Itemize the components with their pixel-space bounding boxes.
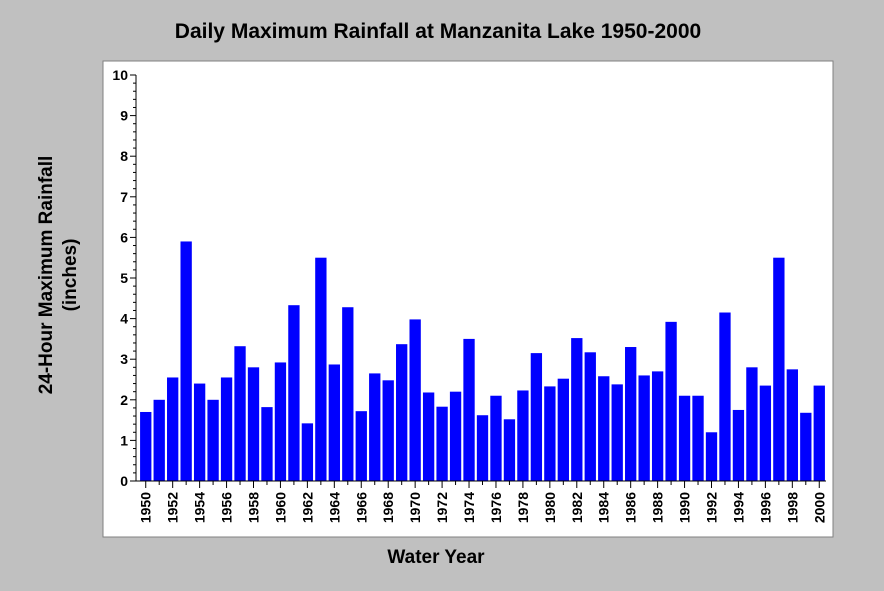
x-tick-label: 1998	[784, 492, 800, 523]
x-tick-label: 1952	[165, 492, 181, 523]
bar-1960	[274, 362, 287, 481]
bar-1989	[665, 321, 677, 481]
x-tick-label: 1954	[192, 492, 208, 523]
x-tick-label: 1964	[326, 492, 342, 523]
y-axis-ticks: 0 1 2 3 4 5 6 7 8 9 10	[112, 67, 136, 489]
bar-1977	[503, 419, 516, 481]
bar-1979	[530, 353, 543, 481]
x-tick-label: 1978	[515, 492, 531, 523]
x-tick-label: 1986	[623, 492, 639, 523]
y-tick-label: 1	[120, 432, 128, 448]
bar-1972	[436, 406, 448, 481]
y-tick-label: 9	[120, 108, 128, 124]
bar-1959	[261, 407, 273, 481]
x-tick-label: 1970	[407, 492, 423, 523]
y-tick-label: 3	[120, 351, 128, 367]
bar-1958	[247, 367, 260, 481]
bar-1996	[759, 385, 772, 481]
bar-1987	[638, 375, 650, 481]
bar-1969	[396, 344, 408, 481]
bar-1954	[193, 383, 206, 481]
bar-1982	[571, 338, 583, 481]
x-tick-label: 1994	[730, 492, 746, 523]
bar-1995	[746, 367, 758, 481]
bar-1965	[342, 307, 354, 481]
y-tick-label: 4	[120, 311, 128, 327]
x-tick-label: 1988	[650, 492, 666, 523]
x-tick-label: 2000	[811, 492, 827, 523]
bar-1973	[449, 391, 462, 481]
x-tick-label: 1990	[677, 492, 693, 523]
chart-title: Daily Maximum Rainfall at Manzanita Lake…	[174, 20, 702, 43]
y-tick-label: 8	[120, 148, 128, 164]
bar-1980	[544, 386, 556, 481]
bar-1963	[315, 257, 327, 481]
x-tick-label: 1972	[434, 492, 450, 523]
bar-1962	[301, 423, 314, 481]
x-tick-label: 1984	[596, 492, 612, 523]
y-axis-label-line-1: 24-Hour Maximum Rainfall	[36, 155, 57, 395]
x-tick-label: 1966	[353, 492, 369, 523]
bar-1957	[234, 346, 246, 481]
x-tick-label: 1996	[757, 492, 773, 523]
x-tick-label: 1980	[542, 492, 558, 523]
bar-1999	[800, 412, 812, 481]
y-tick-label: 5	[120, 270, 128, 286]
bar-2000	[813, 385, 825, 481]
x-axis-label: Water Year	[387, 547, 485, 568]
bar-1953	[180, 241, 192, 481]
x-tick-label: 1976	[488, 492, 504, 523]
bar-1974	[463, 338, 475, 481]
x-tick-label: 1960	[272, 492, 288, 523]
bar-1975	[476, 415, 489, 481]
bar-1978	[517, 390, 529, 481]
bar-1966	[355, 411, 367, 481]
bar-1968	[382, 380, 394, 481]
bar-1952	[167, 377, 179, 481]
bar-1976	[490, 395, 502, 481]
bar-1986	[625, 347, 637, 481]
y-tick-label: 10	[112, 67, 128, 83]
bar-1981	[557, 378, 569, 481]
bar-1956	[220, 377, 233, 481]
bar-1992	[705, 432, 718, 481]
x-tick-label: 1974	[461, 492, 477, 523]
x-tick-label: 1958	[246, 492, 262, 523]
bar-1994	[732, 409, 745, 481]
x-tick-label: 1968	[380, 492, 396, 523]
bar-1950	[140, 411, 152, 481]
bars-group	[140, 241, 825, 481]
y-tick-label: 7	[120, 189, 128, 205]
bar-1970	[409, 319, 421, 481]
x-tick-label: 1982	[569, 492, 585, 523]
y-tick-label: 6	[120, 229, 128, 245]
y-tick-label: 2	[120, 392, 128, 408]
bar-1990	[678, 395, 691, 481]
x-tick-label: 1950	[138, 492, 154, 523]
bar-1997	[773, 257, 785, 481]
bar-1964	[328, 364, 340, 481]
bar-1991	[692, 395, 704, 481]
y-tick-label: 0	[120, 473, 128, 489]
bar-1993	[719, 312, 731, 481]
bar-1988	[651, 371, 664, 481]
bar-1983	[584, 352, 596, 481]
bar-1971	[422, 392, 435, 481]
x-tick-label: 1962	[299, 492, 315, 523]
y-axis-label-line-2: (inches)	[60, 238, 81, 312]
bar-1984	[598, 376, 610, 481]
bar-1951	[153, 399, 165, 481]
bar-1985	[611, 384, 623, 481]
bar-1961	[288, 305, 300, 481]
bar-1967	[369, 373, 381, 481]
x-axis-ticks: 1950 1952 1954 1956 1958 1960 1962 1964 1966 1968…	[138, 481, 827, 523]
x-tick-label: 1956	[219, 492, 235, 523]
bar-1998	[786, 369, 798, 481]
x-tick-label: 1992	[704, 492, 720, 523]
bar-1955	[207, 399, 219, 481]
